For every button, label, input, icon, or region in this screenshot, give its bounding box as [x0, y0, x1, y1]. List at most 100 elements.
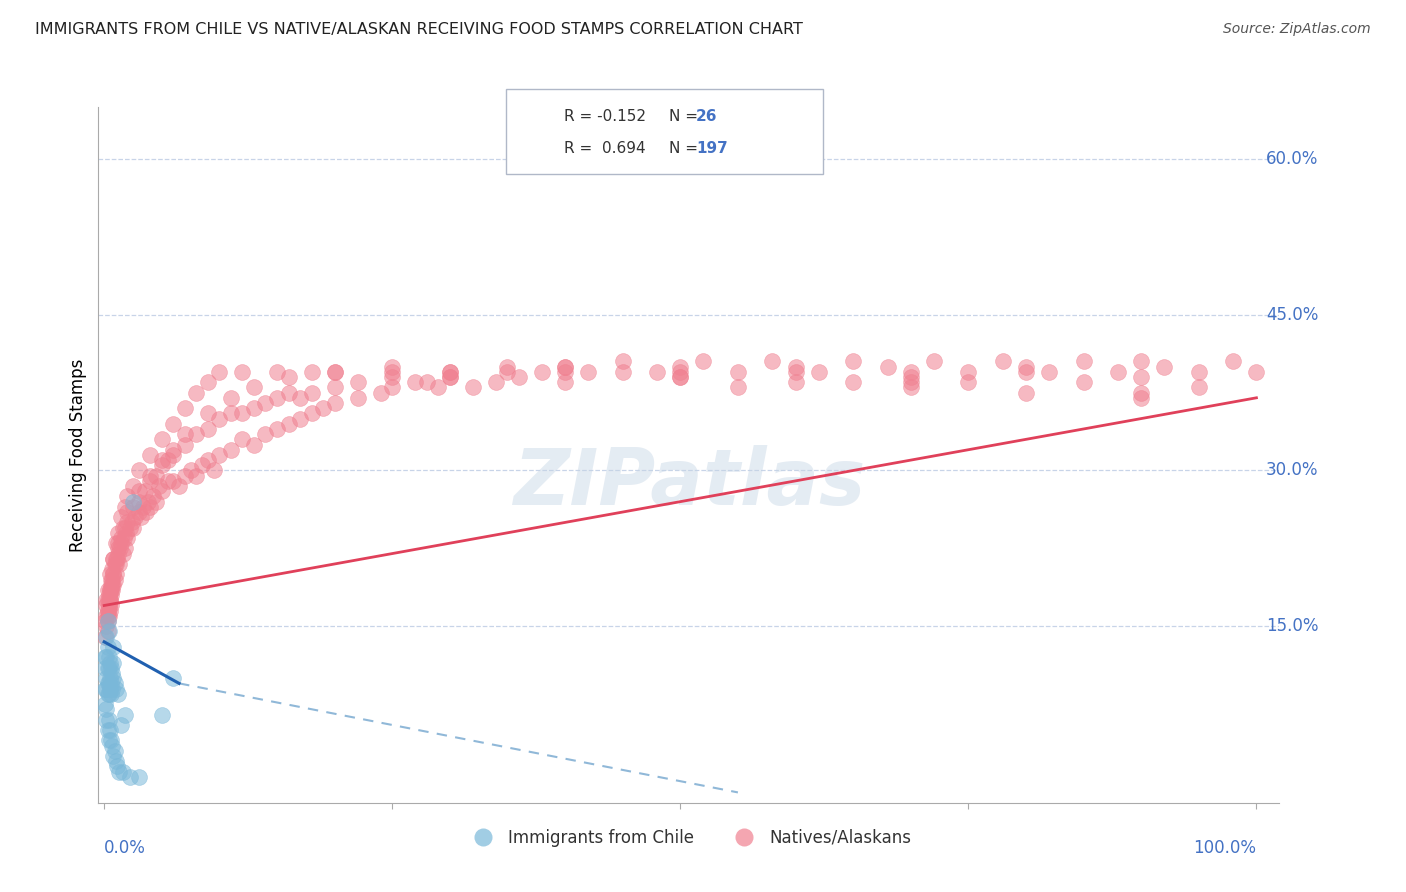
Point: [100, 573, 122, 587]
Point: [98, 593, 121, 607]
Point: [107, 536, 129, 550]
Point: [114, 541, 136, 556]
Point: [1153, 359, 1175, 374]
Point: [135, 505, 157, 519]
Point: [96, 630, 118, 644]
Point: [173, 427, 195, 442]
Point: [145, 494, 167, 508]
Point: [118, 770, 141, 784]
Point: [219, 442, 242, 457]
Point: [485, 376, 508, 390]
Point: [208, 411, 231, 425]
Point: [97, 614, 120, 628]
Point: [370, 385, 392, 400]
Point: [114, 500, 136, 514]
Point: [173, 437, 195, 451]
Point: [103, 744, 125, 758]
Point: [115, 525, 138, 540]
Point: [900, 370, 922, 384]
Point: [301, 406, 323, 420]
Point: [97, 593, 120, 607]
Point: [97, 687, 120, 701]
Point: [150, 433, 173, 447]
Point: [100, 578, 122, 592]
Point: [1130, 385, 1153, 400]
Point: [645, 365, 668, 379]
Point: [115, 516, 138, 530]
Point: [108, 557, 131, 571]
Point: [231, 433, 253, 447]
Point: [98, 582, 121, 597]
Point: [98, 593, 121, 607]
Point: [900, 365, 922, 379]
Point: [254, 427, 277, 442]
Point: [97, 661, 120, 675]
Point: [107, 547, 129, 561]
Point: [100, 733, 122, 747]
Point: [612, 354, 634, 368]
Point: [922, 354, 945, 368]
Point: [785, 359, 807, 374]
Point: [145, 468, 167, 483]
Point: [186, 468, 208, 483]
Point: [312, 401, 335, 416]
Point: [100, 687, 122, 701]
Point: [122, 520, 145, 534]
Point: [1130, 354, 1153, 368]
Point: [554, 359, 576, 374]
Point: [94, 681, 117, 696]
Point: [576, 365, 599, 379]
Point: [243, 380, 266, 394]
Point: [101, 573, 124, 587]
Point: [243, 437, 266, 451]
Point: [98, 582, 121, 597]
Point: [103, 671, 125, 685]
Point: [346, 376, 368, 390]
Point: [1130, 370, 1153, 384]
Point: [107, 525, 129, 540]
Point: [110, 536, 132, 550]
Point: [957, 376, 980, 390]
Point: [162, 671, 184, 685]
Point: [1246, 365, 1268, 379]
Y-axis label: Receiving Food Stamps: Receiving Food Stamps: [69, 359, 87, 551]
Point: [98, 604, 121, 618]
Point: [128, 494, 150, 508]
Point: [97, 676, 120, 690]
Point: [807, 365, 830, 379]
Point: [208, 365, 231, 379]
Legend: Immigrants from Chile, Natives/Alaskans: Immigrants from Chile, Natives/Alaskans: [460, 822, 918, 854]
Point: [669, 370, 692, 384]
Point: [427, 380, 450, 394]
Point: [508, 370, 530, 384]
Point: [162, 448, 184, 462]
Text: 60.0%: 60.0%: [1265, 150, 1319, 168]
Point: [97, 608, 120, 623]
Point: [96, 671, 118, 685]
Point: [197, 422, 219, 436]
Point: [121, 516, 143, 530]
Point: [96, 619, 118, 633]
Point: [876, 359, 898, 374]
Point: [103, 656, 125, 670]
Point: [842, 376, 865, 390]
Point: [231, 406, 253, 420]
Point: [900, 380, 922, 394]
Point: [991, 354, 1014, 368]
Point: [173, 468, 195, 483]
Point: [96, 650, 118, 665]
Point: [97, 599, 120, 613]
Point: [97, 661, 120, 675]
Point: [97, 608, 120, 623]
Point: [323, 396, 346, 410]
Point: [128, 505, 150, 519]
Point: [97, 593, 120, 607]
Point: [139, 474, 162, 488]
Point: [128, 463, 150, 477]
Point: [162, 417, 184, 431]
Point: [266, 391, 288, 405]
Point: [129, 510, 152, 524]
Point: [381, 365, 404, 379]
Point: [323, 365, 346, 379]
Point: [957, 365, 980, 379]
